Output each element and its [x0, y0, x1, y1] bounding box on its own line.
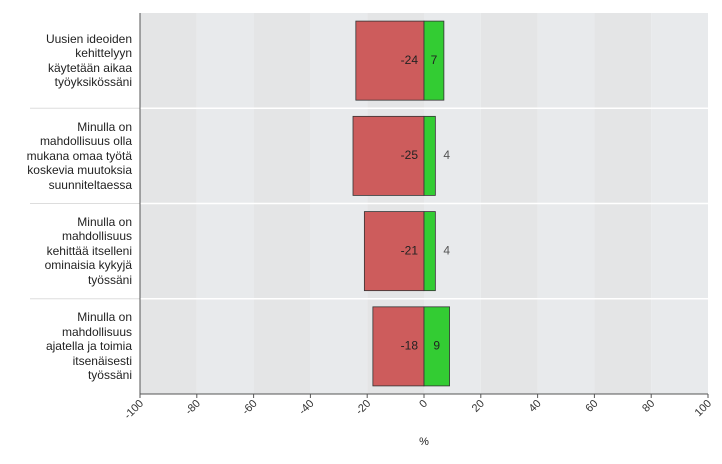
- bar-negative: [355, 20, 425, 101]
- category-label-line: mahdollisuus: [61, 324, 132, 339]
- data-label: -24: [401, 53, 419, 67]
- category-label-line: Minulla on: [77, 310, 132, 325]
- category-separators: [30, 107, 708, 300]
- x-tick-label: -80: [183, 398, 203, 418]
- x-tick-labels: -100 -80 -60 -40 -20 0 20 40 60 80 100: [122, 394, 714, 422]
- category-label-line: mahdollisuus: [61, 229, 132, 244]
- x-tick-label: 60: [583, 398, 600, 415]
- category-label-line: suunniteltaessa: [48, 177, 132, 192]
- bar-positive: [423, 211, 436, 292]
- category-label-line: mukana omaa työtä: [26, 148, 132, 163]
- data-label: -25: [401, 148, 419, 162]
- x-tick-label: 0: [417, 398, 430, 411]
- x-tick-label: -40: [297, 398, 317, 418]
- category-label-line: työyksikössäni: [54, 75, 132, 90]
- category-label-line: Minulla on: [77, 214, 132, 229]
- data-label: 9: [433, 339, 440, 353]
- category-label: Minulla on mahdollisuus olla mukana omaa t…: [4, 108, 132, 203]
- category-label-line: itsenäisesti: [72, 353, 132, 368]
- bar-positive: [423, 20, 445, 101]
- category-label-line: työssäni: [87, 368, 132, 383]
- category-label-line: kehittelyyn: [75, 46, 132, 61]
- bar-positive: [423, 306, 450, 387]
- x-tick-label: 80: [640, 398, 657, 415]
- x-tick-label: 20: [470, 398, 487, 415]
- category-label-line: mahdollisuus olla: [39, 134, 132, 149]
- category-label: Minulla on mahdollisuus kehittää itselleni…: [4, 204, 132, 299]
- category-label-line: ajatella ja toimia: [45, 339, 132, 354]
- category-label-line: Uusien ideoiden: [45, 31, 132, 46]
- x-tick-label: -60: [240, 398, 260, 418]
- bars: -24 -25 -21 -18 7 4 4 9: [352, 20, 450, 387]
- category-label: Uusien ideoiden kehittelyyn käytetään aika…: [4, 13, 132, 108]
- bar-negative: [363, 211, 425, 292]
- data-label: 4: [443, 243, 450, 257]
- data-label: 7: [431, 53, 438, 67]
- category-label-line: kehittää itselleni: [46, 243, 132, 258]
- x-axis-title: %: [419, 436, 429, 448]
- category-label-line: ominaisia kykyjä: [44, 258, 132, 273]
- bar-negative: [352, 115, 425, 196]
- bar-negative: [372, 306, 425, 387]
- category-label-line: Minulla on: [77, 119, 132, 134]
- data-label: -21: [401, 243, 419, 257]
- x-tick-label: 100: [693, 398, 714, 419]
- data-label: -18: [401, 339, 419, 353]
- x-tick-label: -100: [122, 398, 146, 422]
- category-label-line: koskevia muutoksia: [27, 163, 132, 178]
- bar-positive: [423, 115, 436, 196]
- category-label-line: työssäni: [87, 272, 132, 287]
- category-label: Minulla on mahdollisuus ajatella ja toimia…: [4, 299, 132, 394]
- x-tick-label: 40: [527, 398, 544, 415]
- data-label: 4: [443, 148, 450, 162]
- category-label-line: käytetään aikaa: [47, 60, 132, 75]
- x-tick-label: -20: [354, 398, 374, 418]
